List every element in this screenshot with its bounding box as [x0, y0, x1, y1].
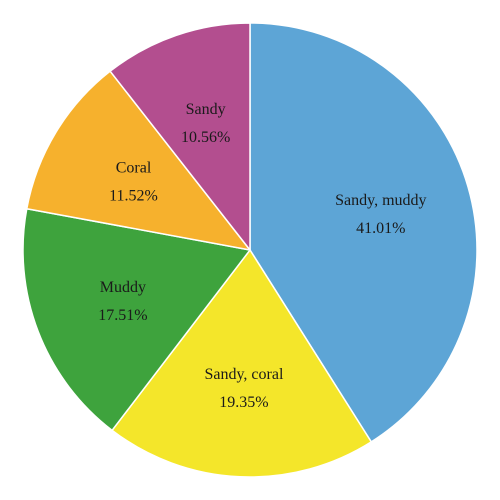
- pie-slice-sandy-muddy: [249, 22, 478, 443]
- labels-layer: Sandy, muddy 41.01% Sandy, coral 19.35% Mudd…: [98, 101, 426, 411]
- slice-name-label: Coral: [116, 159, 152, 176]
- slice-value-label: 19.35%: [219, 394, 268, 411]
- slice-value-label: 17.51%: [98, 307, 147, 324]
- pie-slice-sandy-coral: [111, 249, 373, 478]
- pie-slice-muddy: [22, 207, 251, 432]
- slice-value-label: 41.01%: [356, 220, 405, 237]
- slices-layer: [22, 22, 478, 478]
- pie-slice-coral: [26, 70, 251, 251]
- slice-name-label: Muddy: [100, 279, 146, 296]
- slice-value-label: 10.56%: [181, 129, 230, 146]
- pie-slice-sandy: [109, 22, 251, 251]
- slice-name-label: Sandy, muddy: [335, 192, 426, 209]
- slice-value-label: 11.52%: [109, 187, 158, 204]
- slice-name-label: Sandy, coral: [204, 366, 283, 383]
- slice-name-label: Sandy: [186, 101, 226, 118]
